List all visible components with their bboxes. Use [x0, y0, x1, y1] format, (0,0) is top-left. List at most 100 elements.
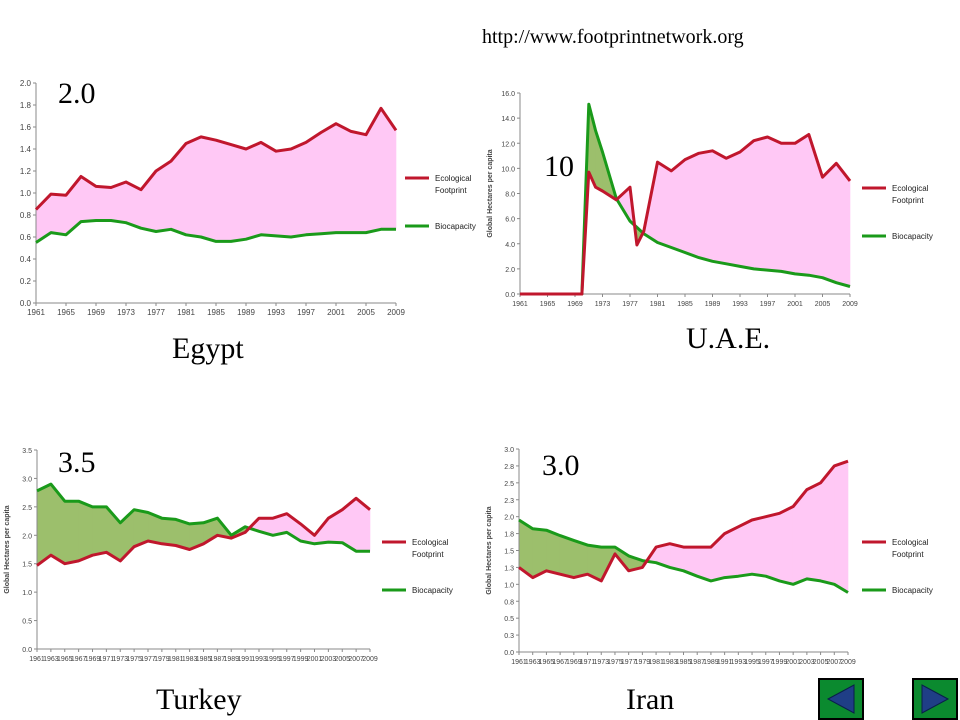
x-tick-label: 2001	[307, 656, 323, 663]
x-tick-label: 1977	[147, 308, 165, 317]
iran-plot: 0.0 0.3 0.5 0.8 1.0 1.3 1.5 1.8 2.0 2.3 2.5 2.8 3.0 1…	[486, 447, 933, 666]
egypt-value-label: 2.0	[58, 77, 96, 110]
x-tick-label: 2009	[362, 656, 378, 663]
gap-fill-area	[185, 136, 202, 238]
gap-fill-area	[546, 529, 561, 575]
x-tick-label: 1969	[87, 308, 105, 317]
gap-fill-area	[350, 131, 367, 233]
x-tick-label: 1987	[210, 656, 226, 663]
uae-plot: 0.0 2.0 4.0 6.0 8.0 10.0 12.0 14.0 16.0 1961 1965 1…	[487, 91, 933, 308]
gap-fill-area	[738, 519, 753, 577]
x-tick-label: 1967	[552, 659, 568, 666]
turkey-country-label: Turkey	[156, 683, 242, 716]
x-tick-label: 1993	[251, 656, 267, 663]
legend-ef-label-line2: Footprint	[892, 196, 924, 205]
gap-fill-area	[215, 139, 232, 242]
gap-fill-area	[290, 141, 307, 238]
gap-fill-area	[50, 193, 67, 236]
x-tick-label: 1965	[539, 659, 555, 666]
y-tick-label: 3.0	[504, 447, 514, 454]
x-tick-label: 1991	[717, 659, 733, 666]
gap-fill-area	[751, 516, 767, 577]
x-tick-label: 1985	[677, 301, 693, 308]
uae-value-label: 10	[544, 150, 574, 183]
x-tick-label: 2009	[387, 308, 405, 317]
x-tick-label: 2005	[815, 301, 831, 308]
gap-fill-area	[320, 123, 337, 235]
y-tick-label: 1.8	[20, 101, 32, 110]
x-tick-label: 1983	[182, 656, 198, 663]
gap-fill-area	[820, 465, 835, 585]
x-tick-label: 1981	[168, 656, 184, 663]
ecological-footprint-series-line	[34, 106, 398, 211]
x-tick-label: 2001	[327, 308, 345, 317]
y-tick-label: 0.0	[504, 650, 514, 657]
x-tick-label: 1997	[297, 308, 315, 317]
x-tick-label: 1985	[196, 656, 212, 663]
legend-ef-label-line2: Footprint	[435, 186, 467, 195]
turkey-plot: 0.0 0.5 1.0 1.5 2.0 2.5 3.0 3.5 1961196319651967…	[4, 448, 453, 663]
y-tick-label: 16.0	[501, 91, 515, 98]
y-tick-label: 12.0	[501, 141, 515, 148]
gap-fill-area	[559, 535, 575, 578]
y-tick-label: 3.0	[22, 476, 32, 483]
legend-ef-label-line2: Footprint	[892, 550, 924, 559]
x-tick-label: 1989	[705, 301, 721, 308]
x-tick-label: 1981	[177, 308, 195, 317]
x-tick-label: 1981	[648, 659, 664, 666]
x-tick-label: 1993	[731, 659, 747, 666]
source-url[interactable]: http://www.footprintnetwork.org	[482, 26, 744, 48]
ecological-footprint-series-line	[36, 496, 371, 567]
y-tick-label: 2.5	[22, 505, 32, 512]
x-tick-label: 1995	[265, 656, 281, 663]
y-tick-label: 1.0	[20, 189, 32, 198]
x-tick-label: 1961	[512, 301, 528, 308]
y-tick-label: 2.5	[504, 481, 514, 488]
y-tick-label: 0.5	[22, 619, 32, 626]
ecological-footprint-series-line	[520, 133, 852, 296]
turkey-value-label: 3.5	[58, 446, 96, 479]
x-tick-label: 1963	[43, 656, 59, 663]
y-tick-label: 3.5	[22, 448, 32, 455]
gap-fill-area	[780, 142, 796, 275]
y-tick-label: 2.0	[22, 533, 32, 540]
x-tick-label: 2005	[813, 659, 829, 666]
x-tick-label: 1989	[703, 659, 719, 666]
y-tick-label: 2.3	[504, 498, 514, 505]
egypt-chart: 0.0 0.2 0.4 0.6 0.8 1.0 1.2 1.4 1.6 1.8 2.0 1961 196…	[0, 70, 480, 330]
y-tick-label: 0.6	[20, 233, 32, 242]
y-axis-title: Global Hectares per capita	[487, 149, 494, 237]
y-tick-label: 1.2	[20, 167, 32, 176]
next-slide-button[interactable]	[912, 678, 958, 720]
legend-ef-label-line1: Ecological	[892, 184, 929, 193]
gap-fill-area	[260, 141, 277, 237]
x-tick-label: 1975	[607, 659, 623, 666]
y-tick-label: 1.0	[22, 590, 32, 597]
y-tick-label: 6.0	[505, 217, 515, 224]
y-tick-label: 2.0	[505, 267, 515, 274]
x-tick-label: 1979	[635, 659, 651, 666]
gap-fill-area	[50, 483, 66, 565]
gap-fill-area	[161, 517, 177, 546]
x-tick-label: 2001	[785, 659, 801, 666]
legend-ef-label-line1: Ecological	[435, 174, 472, 183]
x-tick-label: 2005	[357, 308, 375, 317]
legend-bio-label: Biocapacity	[435, 222, 476, 231]
gap-fill-area	[200, 136, 217, 242]
egypt-plot: 0.0 0.2 0.4 0.6 0.8 1.0 1.2 1.4 1.6 1.8 2.0 1961 196…	[20, 79, 476, 317]
y-axis-title: Global Hectares per capita	[486, 506, 493, 594]
gap-fill-area	[712, 150, 727, 265]
y-tick-label: 0.5	[504, 616, 514, 623]
ecological-footprint-series-line	[518, 459, 849, 583]
y-tick-label: 0.3	[504, 633, 514, 640]
y-tick-label: 10.0	[501, 166, 515, 173]
x-tick-label: 1973	[117, 308, 135, 317]
y-tick-label: 2.0	[20, 79, 32, 88]
y-tick-label: 0.4	[20, 255, 32, 264]
x-tick-label: 1993	[732, 301, 748, 308]
gap-fill-area	[767, 136, 782, 272]
x-tick-label: 1981	[650, 301, 666, 308]
previous-slide-button[interactable]	[818, 678, 864, 720]
y-tick-label: 1.8	[504, 532, 514, 539]
x-tick-label: 1963	[525, 659, 541, 666]
